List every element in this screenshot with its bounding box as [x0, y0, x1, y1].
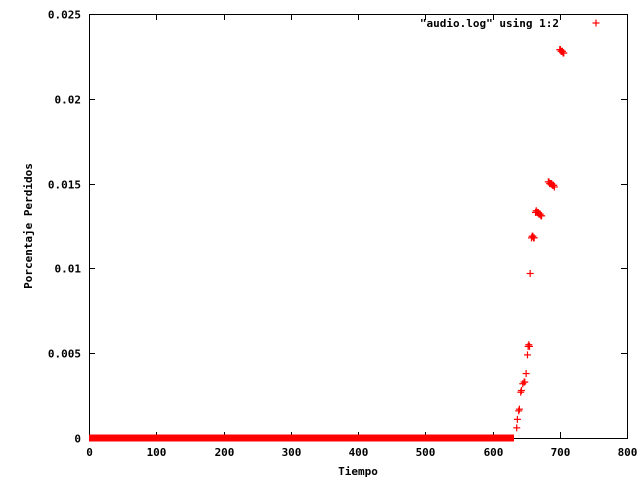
y-axis-label: Porcentaje Perdidos [22, 163, 35, 289]
data-point [550, 181, 558, 189]
x-tick-label: 500 [416, 446, 436, 459]
x-tick-label: 800 [618, 446, 638, 459]
x-axis: 0 100 200 300 400 500 600 700 800 [86, 14, 637, 459]
legend-marker [592, 19, 600, 27]
data-point [522, 370, 530, 378]
baseline-markers [89, 434, 515, 442]
x-tick-label: 400 [349, 446, 369, 459]
y-tick-label: 0 [74, 433, 81, 446]
data-point [525, 341, 533, 349]
data-point [521, 378, 529, 386]
data-point [517, 387, 525, 395]
data-point [529, 232, 537, 240]
data-point [515, 405, 523, 413]
data-point [526, 269, 534, 277]
x-tick-label: 0 [86, 446, 93, 459]
data-point [536, 210, 544, 218]
data-point [513, 424, 521, 432]
data-point [538, 212, 546, 220]
x-tick-label: 600 [484, 446, 504, 459]
x-tick-label: 300 [282, 446, 302, 459]
data-point [523, 351, 531, 359]
y-tick-label: 0.02 [55, 94, 82, 107]
plot-frame [89, 14, 628, 439]
y-tick-label: 0.01 [55, 263, 82, 276]
x-tick-label: 200 [215, 446, 235, 459]
x-axis-label: Tiempo [338, 465, 378, 478]
data-point [558, 47, 566, 55]
y-tick-label: 0.025 [48, 9, 81, 22]
y-tick-label: 0.005 [48, 348, 81, 361]
data-point [517, 388, 525, 396]
data-point [525, 342, 533, 350]
y-axis: 0 0.005 0.01 0.015 0.02 0.025 [48, 9, 627, 446]
legend-label: "audio.log" using 1:2 [420, 17, 559, 30]
y-tick-label: 0.015 [48, 179, 81, 192]
data-point [515, 407, 523, 415]
legend: "audio.log" using 1:2 [420, 17, 600, 30]
legend-plus-icon [592, 19, 600, 27]
baseline-series [89, 434, 515, 442]
data-point [550, 183, 558, 191]
data-point [530, 234, 538, 242]
plot-area: 0 100 200 300 400 500 600 700 800 0 0.005 0.01 0.01… [48, 9, 638, 460]
x-tick-label: 700 [551, 446, 571, 459]
x-tick-label: 100 [147, 446, 167, 459]
data-point [513, 415, 521, 423]
data-point [560, 49, 568, 57]
data-points [513, 46, 568, 432]
